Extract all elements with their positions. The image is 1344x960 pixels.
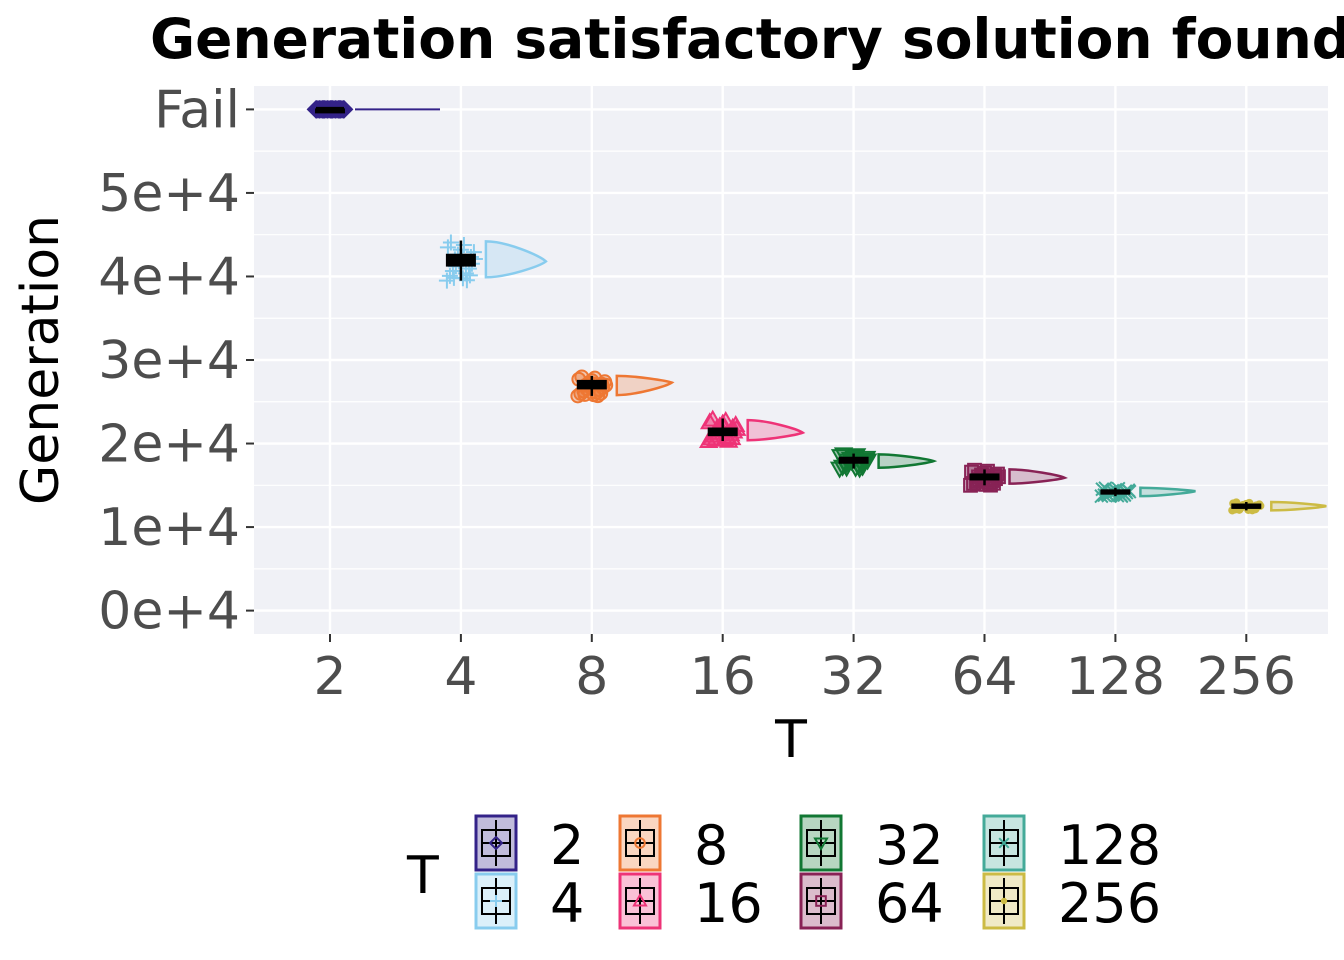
y-axis: 0e+4 1e+4 2e+4 3e+4 4e+4 5e+4 Fail bbox=[98, 80, 254, 642]
legend-label-16: 16 bbox=[694, 872, 763, 935]
point-4 bbox=[461, 267, 478, 284]
legend-item-16: 16 bbox=[618, 872, 763, 935]
legend-key-symbol bbox=[490, 895, 502, 907]
y-tick-label: 5e+4 bbox=[98, 164, 240, 224]
y-tick-label: Fail bbox=[154, 80, 240, 140]
chart-title: Generation satisfactory solution found bbox=[150, 7, 1344, 71]
series-4 bbox=[438, 234, 548, 289]
x-tick-label: 2 bbox=[313, 647, 346, 707]
series-128 bbox=[1094, 481, 1196, 504]
legend-key-symbol bbox=[634, 837, 646, 849]
legend-key-symbol bbox=[632, 892, 648, 907]
legend-item-8: 8 bbox=[618, 814, 728, 877]
chart-marks bbox=[306, 99, 1327, 515]
legend-item-4: 4 bbox=[474, 872, 584, 935]
legend-key-symbol bbox=[815, 895, 827, 907]
x-axis: 2 4 8 16 32 64 128 256 bbox=[313, 634, 1296, 707]
x-tick-label: 16 bbox=[690, 647, 756, 707]
x-tick-label: 8 bbox=[575, 647, 608, 707]
point-4 bbox=[442, 234, 459, 251]
y-tick-label: 0e+4 bbox=[98, 582, 240, 642]
legend-label-256: 256 bbox=[1058, 872, 1161, 935]
point-16 bbox=[721, 428, 742, 446]
legend-item-64: 64 bbox=[799, 872, 944, 935]
legend-item-2: 2 bbox=[474, 814, 584, 877]
series-8 bbox=[570, 369, 675, 404]
legend-key-symbol bbox=[1000, 897, 1008, 905]
point-16 bbox=[705, 429, 726, 447]
series-256 bbox=[1228, 498, 1327, 515]
legend-label-2: 2 bbox=[550, 814, 584, 877]
point-4 bbox=[455, 236, 472, 253]
legend-label-8: 8 bbox=[694, 814, 728, 877]
legend-label-64: 64 bbox=[875, 872, 944, 935]
cloud-128 bbox=[1139, 486, 1196, 498]
cloud-32 bbox=[877, 453, 938, 470]
legend: T 2 8 32 128 4 16 64 256 bbox=[406, 814, 1161, 935]
cloud-4 bbox=[484, 240, 548, 279]
x-tick-label: 128 bbox=[1066, 647, 1165, 707]
x-axis-title: T bbox=[774, 710, 807, 770]
cloud-64 bbox=[1008, 468, 1068, 485]
y-tick-label: 4e+4 bbox=[98, 247, 240, 307]
x-tick-label: 64 bbox=[951, 647, 1017, 707]
legend-label-32: 32 bbox=[875, 814, 944, 877]
y-axis-title: Generation bbox=[11, 215, 71, 505]
series-64 bbox=[963, 462, 1068, 493]
x-tick-label: 4 bbox=[444, 647, 477, 707]
series-32 bbox=[829, 447, 938, 479]
point-16 bbox=[702, 409, 723, 427]
legend-key-symbol bbox=[998, 837, 1010, 849]
x-tick-label: 256 bbox=[1197, 647, 1296, 707]
x-tick-label: 32 bbox=[821, 647, 887, 707]
point-4 bbox=[445, 269, 462, 286]
legend-label-4: 4 bbox=[550, 872, 584, 935]
legend-item-32: 32 bbox=[799, 814, 944, 877]
grid bbox=[254, 86, 1328, 634]
legend-item-128: 128 bbox=[982, 814, 1161, 877]
y-tick-label: 1e+4 bbox=[98, 498, 240, 558]
series-2 bbox=[306, 99, 440, 119]
legend-key-symbol bbox=[813, 837, 829, 852]
y-tick-label: 3e+4 bbox=[98, 331, 240, 391]
cloud-8 bbox=[615, 374, 675, 397]
series-16 bbox=[698, 409, 806, 449]
legend-item-256: 256 bbox=[982, 872, 1161, 935]
cloud-256 bbox=[1270, 500, 1327, 512]
y-tick-label: 2e+4 bbox=[98, 415, 240, 475]
legend-key-symbol bbox=[488, 835, 504, 851]
legend-label-128: 128 bbox=[1058, 814, 1161, 877]
legend-title: T bbox=[406, 846, 439, 906]
cloud-16 bbox=[746, 418, 806, 442]
